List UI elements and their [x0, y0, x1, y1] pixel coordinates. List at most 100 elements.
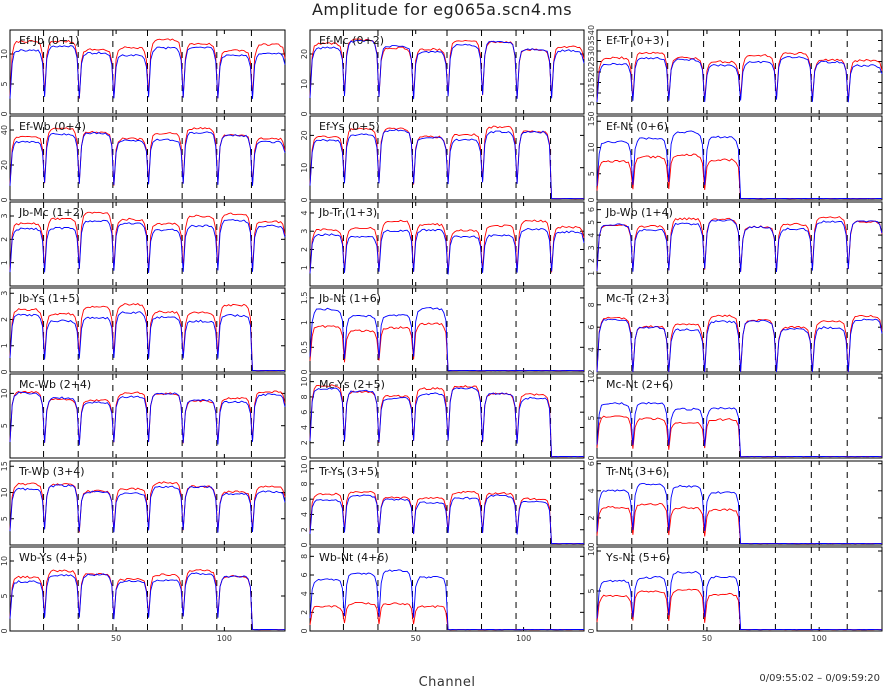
panel-label: Tr-Nt (3+6): [605, 465, 667, 478]
y-tick-label: 6: [587, 325, 596, 330]
panel-label: Wb-Nt (4+6): [319, 551, 389, 564]
y-tick-label: 1: [300, 320, 309, 325]
y-tick-label: 20: [587, 67, 596, 77]
panel-label: Jb-Nt (1+6): [318, 292, 381, 305]
y-tick-label: 15: [587, 116, 596, 126]
series-line-blue: [9, 311, 286, 372]
y-tick-label: 4: [300, 512, 309, 517]
y-tick-label: 0: [587, 542, 596, 547]
y-tick-label: 10: [0, 556, 9, 566]
y-tick-label: 6: [587, 461, 596, 466]
panel-label: Ef-Nt (0+6): [606, 120, 668, 133]
y-tick-label: 1: [300, 265, 309, 270]
y-tick-label: 4: [300, 591, 309, 596]
y-tick-label: 0: [300, 455, 309, 460]
y-tick-label: 5: [587, 101, 596, 106]
panel: 0 5 10 Ef-Jb (0+1): [0, 29, 286, 117]
x-tick-label: 100: [516, 634, 531, 643]
x-tick-label: 100: [217, 634, 232, 643]
panel: 5 10 Mc-Wb (2+4): [0, 373, 286, 459]
x-tick-label: 50: [411, 634, 421, 643]
y-tick-label: 2: [300, 527, 309, 532]
panel: 0 5 10 50 100 Ys-Nt (5+6): [587, 546, 883, 643]
panel: 0 2 4 6 8 50 100 Wb-Nt (4+6): [300, 546, 585, 643]
y-tick-label: 20: [0, 160, 9, 170]
y-tick-label: 5: [587, 220, 596, 225]
y-tick-label: 2: [587, 258, 596, 263]
y-tick-label: 0: [0, 197, 9, 202]
panel-label: Tr-Wb (3+4): [18, 465, 85, 478]
y-tick-label: 0: [587, 628, 596, 633]
series-line-blue: [9, 45, 286, 99]
panel: 0 10 20 Ef-Ys (0+5): [300, 115, 585, 203]
panel-label: Tr-Ys (3+5): [318, 465, 378, 478]
panel-label: Ys-Nt (5+6): [605, 551, 670, 564]
panel: 5 10 15 Tr-Wb (3+4): [0, 460, 286, 546]
y-tick-label: 5: [587, 171, 596, 176]
y-tick-label: 0: [587, 111, 596, 116]
y-tick-label: 10: [587, 142, 596, 152]
series-line-blue: [596, 130, 883, 200]
series-line-blue: [309, 386, 585, 458]
y-tick-label: 3: [0, 291, 9, 296]
y-tick-label: 5: [0, 516, 9, 521]
series-line-blue: [596, 219, 883, 273]
y-tick-label: 0: [300, 628, 309, 633]
series-line-blue: [596, 570, 882, 631]
series-line-blue: [309, 228, 585, 275]
x-tick-label: 100: [812, 634, 827, 643]
panel-label: Mc-Ys (2+5): [319, 378, 385, 391]
panel-label: Ef-Mc (0+2): [319, 34, 384, 47]
series-line-blue: [9, 131, 286, 186]
y-tick-label: 1: [0, 343, 9, 348]
y-tick-label: 4: [587, 233, 596, 238]
panel: 1 2 3 4 Jb-Tr (1+3): [300, 201, 585, 287]
series-line-blue: [309, 39, 585, 100]
panel: 0 10 20 Ef-Mc (0+2): [300, 29, 585, 117]
y-tick-label: 10: [300, 464, 309, 474]
y-tick-label: 40: [587, 25, 596, 35]
y-tick-label: 8: [300, 394, 309, 399]
panel: 0 5 10 50 100 Wb-Ys (4+5): [0, 546, 286, 643]
y-tick-label: 2: [300, 610, 309, 615]
y-tick-label: 40: [0, 125, 9, 135]
y-tick-label: 4: [587, 488, 596, 493]
y-tick-label: 4: [300, 425, 309, 430]
panel: 1 2 3 4 5 6 Jb-Wb (1+4): [587, 201, 883, 287]
panel: 0 20 40 Ef-Wb (0+4): [0, 115, 286, 203]
panel: 0 5 10 15 Ef-Nt (0+6): [587, 115, 883, 203]
time-range-label: 0/09:55:02 – 0/09:59:20: [759, 673, 880, 684]
y-tick-label: 10: [300, 79, 309, 89]
y-tick-label: 8: [300, 481, 309, 486]
y-tick-label: 8: [300, 554, 309, 559]
series-line-blue: [9, 219, 286, 274]
y-tick-label: 2: [300, 247, 309, 252]
y-tick-label: 2: [587, 369, 596, 374]
panel-label: Ef-Wb (0+4): [19, 120, 86, 133]
y-tick-label: 10: [587, 88, 596, 98]
y-tick-label: 0.5: [300, 341, 309, 354]
y-tick-label: 0: [0, 369, 9, 374]
y-tick-label: 2: [587, 515, 596, 520]
y-tick-label: 0: [0, 628, 9, 633]
y-tick-label: 5: [0, 423, 9, 428]
y-tick-label: 5: [0, 593, 9, 598]
y-tick-label: 0: [587, 455, 596, 460]
y-tick-label: 6: [300, 497, 309, 502]
y-tick-label: 1: [587, 271, 596, 276]
panel: 2 4 6 8 Mc-Tr (2+3): [587, 287, 883, 375]
y-tick-label: 5: [587, 588, 596, 593]
y-tick-label: 8: [587, 302, 596, 307]
y-tick-label: 5: [0, 81, 9, 86]
panel-label: Ef-Jb (0+1): [19, 34, 79, 47]
y-tick-label: 3: [300, 229, 309, 234]
panel-label: Mc-Tr (2+3): [606, 292, 669, 305]
panel-label: Ef-Ys (0+5): [319, 120, 380, 133]
figure-title: Amplitude for eg065a.scn4.ms: [312, 0, 572, 19]
y-tick-label: 2: [300, 440, 309, 445]
y-tick-label: 35: [587, 35, 596, 45]
panel: 0 5 10 Mc-Nt (2+6): [587, 373, 883, 461]
